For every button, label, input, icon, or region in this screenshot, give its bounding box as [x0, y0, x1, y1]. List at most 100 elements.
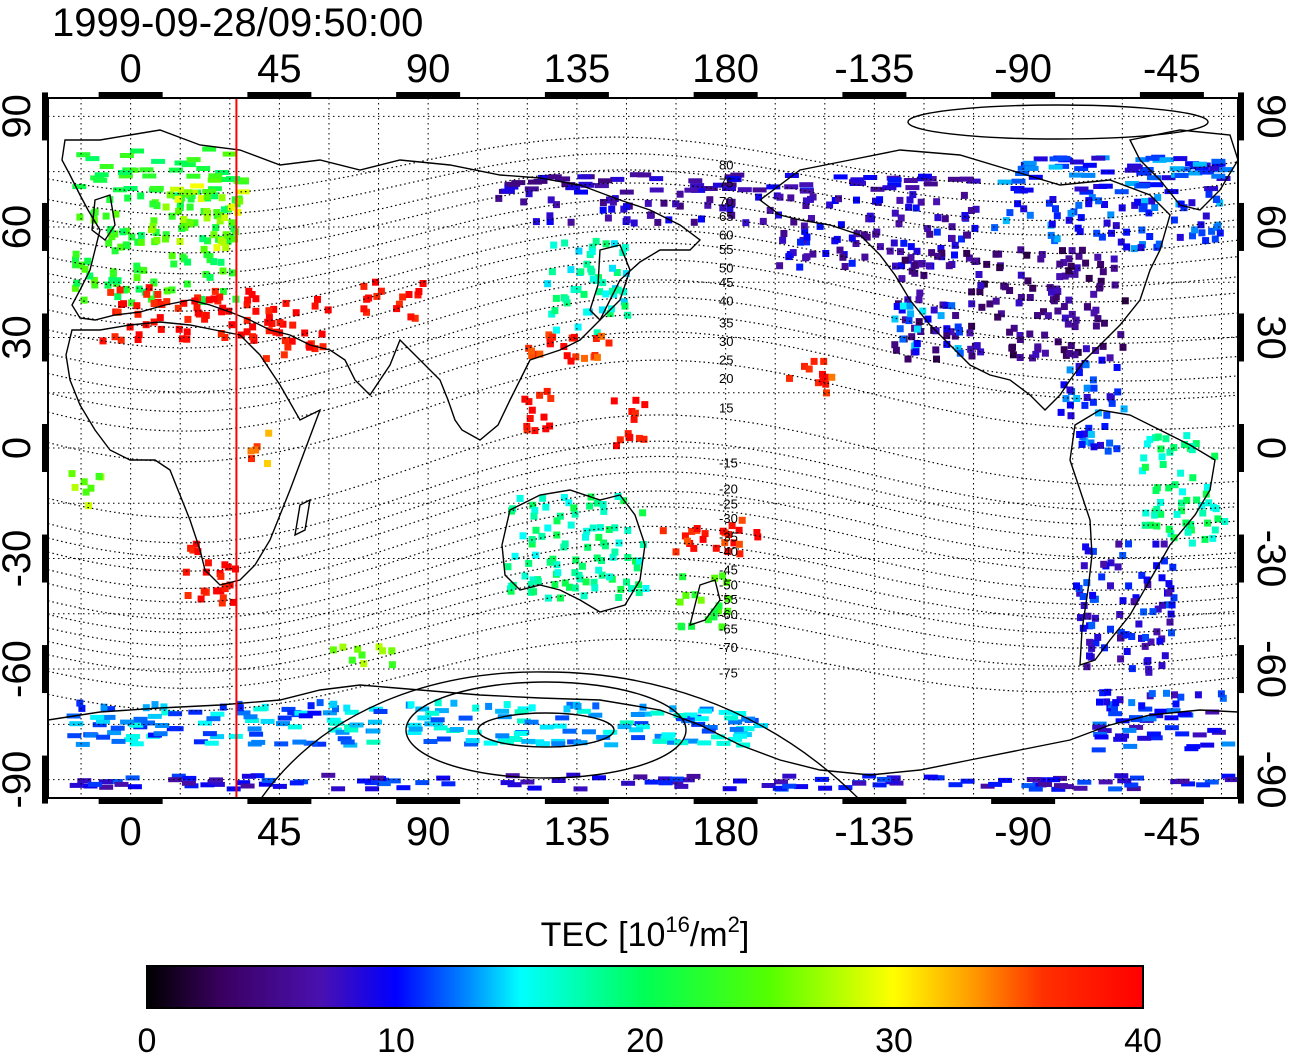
tec-cell — [1167, 530, 1175, 538]
tec-cell — [181, 780, 196, 786]
tec-cell — [822, 380, 830, 388]
tec-cell — [1065, 255, 1073, 263]
tec-cell — [605, 339, 613, 347]
tec-cell — [1082, 543, 1090, 551]
tec-cell — [1115, 540, 1123, 548]
tec-cell — [326, 717, 341, 723]
tec-cell — [358, 651, 366, 659]
tec-cell — [316, 699, 324, 707]
tec-cell — [210, 734, 225, 740]
tec-cell — [372, 278, 379, 286]
tec-cell — [140, 266, 148, 274]
tec-cell — [168, 286, 176, 294]
tec-cell — [106, 226, 114, 234]
tec-cell — [623, 578, 630, 586]
tec-cell — [141, 720, 155, 726]
tec-cell — [1137, 735, 1152, 741]
tec-cell — [539, 494, 547, 502]
tec-cell — [918, 173, 932, 179]
tec-cell — [517, 718, 531, 724]
frame-tick-right — [1238, 92, 1244, 141]
tec-cell — [157, 325, 165, 333]
tec-cell — [264, 318, 272, 326]
tec-cell — [1211, 235, 1219, 243]
tec-cell — [536, 391, 544, 399]
tec-cell — [101, 706, 116, 712]
tec-cell — [202, 731, 217, 737]
tec-cell — [1017, 294, 1025, 301]
tec-cell — [1204, 779, 1219, 785]
tec-cell — [578, 562, 586, 570]
tec-cell — [1108, 701, 1115, 709]
tec-cell — [1146, 731, 1161, 737]
tec-cell — [76, 213, 84, 221]
tec-cell — [960, 191, 968, 199]
tec-cell — [128, 299, 136, 307]
contour-line — [48, 490, 1238, 590]
tec-cell — [735, 526, 743, 534]
tec-cell — [574, 323, 582, 331]
coastline-australia — [501, 489, 646, 613]
tec-cell — [202, 311, 210, 319]
tec-cell — [1193, 496, 1201, 504]
tec-cell — [247, 726, 262, 732]
tec-cell — [997, 310, 1005, 318]
tec-cell — [529, 576, 537, 584]
tec-cell — [1076, 431, 1084, 438]
tec-cell — [1167, 585, 1175, 593]
tec-cell — [542, 425, 550, 433]
tec-cell — [375, 643, 383, 651]
tec-cell — [235, 189, 250, 195]
tec-cell — [691, 591, 699, 599]
tec-cell — [633, 564, 641, 572]
tec-cell — [772, 785, 787, 791]
tec-cell — [1048, 220, 1056, 228]
tec-cell — [211, 192, 219, 200]
tec-cell — [563, 352, 571, 360]
tec-cell — [649, 187, 664, 193]
polar-contours — [260, 104, 1209, 798]
tec-cell — [219, 594, 227, 602]
tec-cell — [119, 228, 127, 236]
contour-line — [48, 198, 1238, 275]
tec-cell — [592, 335, 600, 342]
tec-cell — [1140, 608, 1148, 616]
tec-cell — [1026, 211, 1034, 219]
tec-cell — [211, 287, 219, 295]
tec-cell — [1123, 228, 1131, 236]
tec-cell — [135, 285, 143, 293]
tec-cell — [561, 579, 569, 587]
tec-cell — [737, 187, 752, 193]
tec-cell — [595, 566, 603, 574]
tec-cell — [823, 389, 830, 397]
tec-cell — [1122, 727, 1137, 733]
tec-cell — [104, 281, 112, 289]
tec-cell — [639, 509, 647, 517]
tec-cell — [1175, 778, 1190, 784]
tec-cell — [204, 740, 219, 746]
tec-cell — [1138, 706, 1153, 712]
tec-cell — [1112, 699, 1120, 707]
tec-cell — [654, 218, 662, 226]
tec-cell — [724, 548, 732, 556]
tec-cell — [1092, 639, 1100, 647]
tec-cell — [99, 164, 114, 169]
tec-cell — [742, 219, 750, 227]
tec-cell — [130, 148, 144, 154]
tec-cell — [188, 709, 203, 715]
tec-cell — [193, 304, 201, 312]
tec-cell — [1187, 521, 1195, 529]
tec-cell — [1085, 274, 1093, 282]
tec-cell — [1174, 173, 1189, 178]
tec-cell — [893, 303, 901, 310]
south-polar-contour-inner — [477, 712, 615, 748]
tec-cell — [1092, 721, 1107, 727]
tec-cell — [228, 321, 236, 329]
tec-cell — [171, 773, 186, 779]
tec-cell — [436, 775, 451, 781]
tec-cell — [601, 542, 609, 550]
tec-cell — [642, 585, 650, 592]
tec-cell — [428, 721, 443, 727]
tec-cell — [1141, 521, 1149, 529]
tec-cell — [574, 189, 588, 195]
